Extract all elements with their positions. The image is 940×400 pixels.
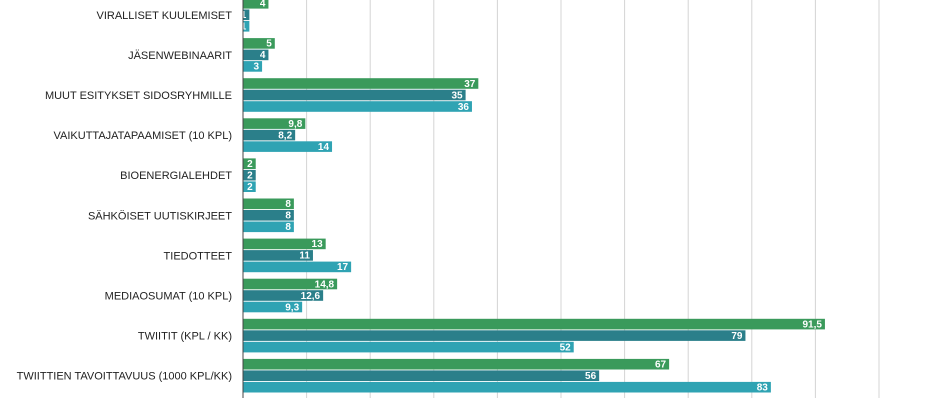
data-label: 91,5 bbox=[802, 319, 822, 330]
bar bbox=[243, 89, 466, 101]
data-label: 83 bbox=[757, 383, 769, 394]
bar bbox=[243, 238, 326, 250]
category-label: TWIITTIEN TAVOITTAVUUS (1000 KPL/KK) bbox=[17, 371, 232, 383]
data-label: 2 bbox=[247, 159, 253, 170]
bar bbox=[243, 198, 294, 210]
bars: 4115433735369,88,21422288813111714,812,6… bbox=[241, 0, 825, 394]
data-label: 8 bbox=[285, 222, 291, 233]
category-label: TWIITIT (KPL / KK) bbox=[138, 331, 232, 343]
data-label: 4 bbox=[260, 0, 266, 10]
data-label: 9,3 bbox=[285, 302, 299, 313]
category-label: SÄHKÖISET UUTISKIRJEET bbox=[88, 210, 232, 222]
bar bbox=[243, 250, 313, 261]
bar bbox=[243, 141, 333, 152]
data-label: 3 bbox=[254, 62, 260, 73]
bar bbox=[243, 318, 825, 330]
bar bbox=[243, 38, 275, 49]
data-label: 17 bbox=[337, 262, 349, 273]
data-label: 1 bbox=[241, 10, 247, 21]
category-label: VAIKUTTAJATAPAAMISET (10 KPL) bbox=[54, 130, 233, 142]
bar bbox=[243, 370, 600, 381]
category-label: VIRALLISET KUULEMISET bbox=[96, 10, 232, 22]
bar bbox=[243, 358, 670, 370]
data-label: 12,6 bbox=[301, 291, 321, 302]
data-label: 1 bbox=[241, 22, 247, 33]
bar bbox=[243, 290, 324, 301]
bar bbox=[243, 0, 269, 9]
bar bbox=[243, 129, 296, 141]
data-label: 9,8 bbox=[288, 119, 302, 130]
bar bbox=[243, 9, 250, 21]
category-label: TIEDOTTEET bbox=[164, 250, 233, 262]
bar bbox=[243, 330, 746, 341]
data-label: 79 bbox=[731, 331, 743, 342]
data-label: 67 bbox=[655, 360, 667, 371]
data-label: 14,8 bbox=[315, 279, 335, 290]
bar bbox=[243, 101, 472, 112]
data-label: 56 bbox=[585, 371, 597, 382]
bar bbox=[243, 278, 338, 290]
grid-lines bbox=[306, 0, 880, 398]
data-label: 36 bbox=[458, 102, 470, 113]
bar bbox=[243, 78, 479, 89]
bar bbox=[243, 341, 574, 353]
bar bbox=[243, 169, 256, 181]
data-label: 4 bbox=[260, 50, 266, 61]
bar bbox=[243, 381, 771, 393]
category-label: BIOENERGIALEHDET bbox=[120, 170, 232, 182]
data-label: 8 bbox=[285, 211, 291, 222]
data-label: 8 bbox=[285, 199, 291, 210]
data-label: 11 bbox=[299, 251, 310, 262]
bar bbox=[243, 49, 269, 61]
bar bbox=[243, 21, 250, 32]
bar bbox=[243, 301, 303, 313]
bar bbox=[243, 261, 352, 273]
data-label: 5 bbox=[266, 39, 272, 50]
bar bbox=[243, 61, 263, 72]
category-label: MUUT ESITYKSET SIDOSRYHMILLE bbox=[45, 90, 232, 102]
bar bbox=[243, 181, 256, 192]
data-label: 8,2 bbox=[278, 130, 292, 141]
bar bbox=[243, 210, 294, 221]
bar bbox=[243, 118, 306, 129]
category-label: MEDIAOSUMAT (10 KPL) bbox=[105, 291, 232, 303]
data-label: 2 bbox=[247, 182, 253, 193]
data-label: 13 bbox=[312, 239, 324, 250]
data-label: 35 bbox=[451, 90, 463, 101]
bar bbox=[243, 158, 256, 169]
data-label: 37 bbox=[464, 79, 476, 90]
category-labels: VIRALLISET KUULEMISET JÄSENWEBINAARIT MUUT… bbox=[17, 10, 233, 383]
category-label: JÄSENWEBINAARIT bbox=[128, 50, 232, 62]
data-label: 2 bbox=[247, 171, 253, 182]
bar bbox=[243, 221, 294, 233]
data-label: 52 bbox=[560, 342, 572, 353]
data-label: 14 bbox=[318, 142, 330, 153]
